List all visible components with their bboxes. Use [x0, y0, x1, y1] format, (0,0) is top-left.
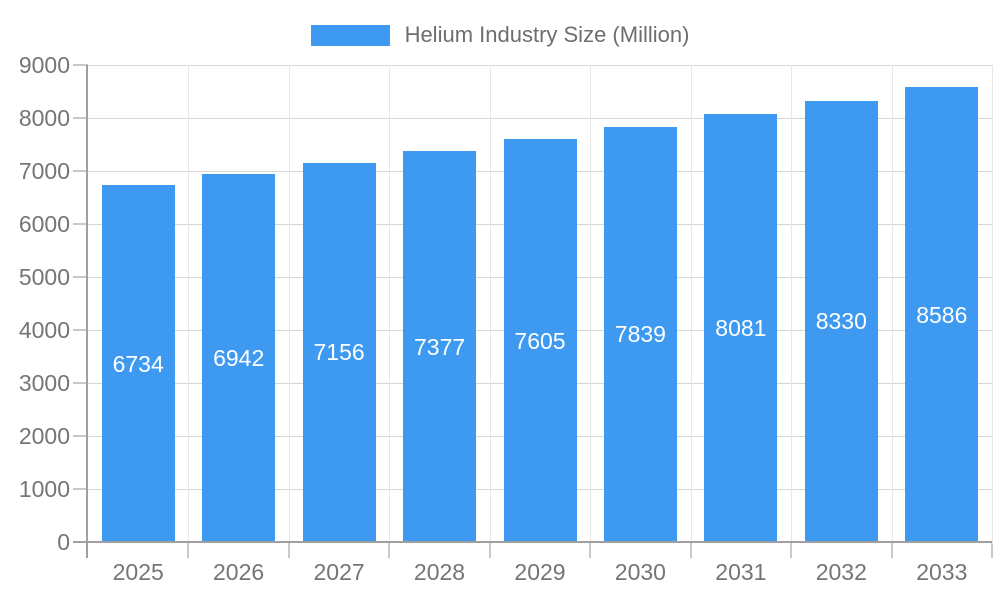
y-axis-label: 5000 [18, 264, 70, 290]
x-axis-label: 2027 [313, 559, 365, 585]
bar-value-label: 7605 [514, 327, 566, 354]
x-gridline [389, 65, 390, 542]
x-axis-label: 2028 [413, 559, 466, 585]
x-gridline [188, 65, 189, 542]
y-gridline [88, 65, 992, 66]
bar[interactable] [101, 185, 175, 542]
y-axis-label: 1000 [18, 476, 70, 502]
x-gridline [490, 65, 491, 542]
y-axis-line [86, 65, 88, 558]
bar[interactable] [403, 151, 477, 542]
x-axis-tick [690, 543, 692, 558]
y-axis-tick [73, 488, 88, 490]
x-gridline [992, 65, 993, 542]
x-axis-label: 2029 [514, 559, 566, 585]
x-axis-label: 2033 [916, 559, 968, 585]
bar[interactable] [302, 162, 376, 542]
bar-value-label: 6734 [112, 350, 164, 377]
x-axis-tick [489, 543, 491, 558]
bar[interactable] [804, 100, 878, 542]
y-axis-tick [73, 170, 88, 172]
y-axis-tick [73, 435, 88, 437]
x-gridline [590, 65, 591, 542]
bar-value-label: 7156 [313, 339, 365, 366]
x-axis-tick [991, 543, 993, 558]
x-gridline [791, 65, 792, 542]
y-axis-label: 0 [57, 529, 70, 555]
x-axis-label: 2026 [213, 559, 265, 585]
bar-value-label: 7839 [614, 321, 666, 348]
bar[interactable] [905, 86, 979, 542]
x-axis-tick [288, 543, 290, 558]
bar[interactable] [704, 113, 778, 542]
y-axis-label: 9000 [18, 52, 70, 78]
bar-value-label: 6942 [213, 345, 265, 371]
x-axis-tick [388, 543, 390, 558]
x-axis-tick [891, 543, 893, 558]
x-axis-label: 2025 [112, 559, 164, 585]
y-axis-tick [73, 276, 88, 278]
x-axis-tick [187, 543, 189, 558]
x-axis-label: 2031 [715, 559, 767, 585]
y-axis-tick [73, 329, 88, 331]
y-axis-label: 7000 [18, 158, 70, 184]
y-axis-tick [73, 64, 88, 66]
x-gridline [691, 65, 692, 542]
y-axis-label: 3000 [18, 370, 70, 396]
x-gridline [892, 65, 893, 542]
bar[interactable] [202, 174, 276, 542]
legend-color-swatch[interactable] [310, 24, 390, 46]
x-axis-tick [790, 543, 792, 558]
chart-legend[interactable]: Helium Industry Size (Million) [0, 22, 1000, 48]
bar[interactable] [503, 138, 577, 542]
x-axis-line [73, 541, 992, 543]
y-axis-tick [73, 382, 88, 384]
y-axis-label: 4000 [18, 317, 70, 343]
x-axis-label: 2032 [815, 559, 867, 585]
x-axis-label: 2030 [614, 559, 666, 585]
y-gridline [88, 118, 992, 119]
legend-label: Helium Industry Size (Million) [404, 22, 690, 47]
y-axis-label: 8000 [18, 105, 70, 131]
y-axis-label: 2000 [18, 423, 70, 449]
y-axis-tick [73, 223, 88, 225]
x-axis-tick [589, 543, 591, 558]
bar-value-label: 8081 [715, 314, 767, 341]
bar-value-label: 8586 [916, 301, 968, 328]
y-axis-tick [73, 117, 88, 119]
bar[interactable] [603, 126, 677, 542]
bar-value-label: 8330 [815, 308, 867, 335]
y-axis-label: 6000 [18, 211, 70, 237]
x-gridline [289, 65, 290, 542]
bar-value-label: 7377 [414, 333, 466, 360]
